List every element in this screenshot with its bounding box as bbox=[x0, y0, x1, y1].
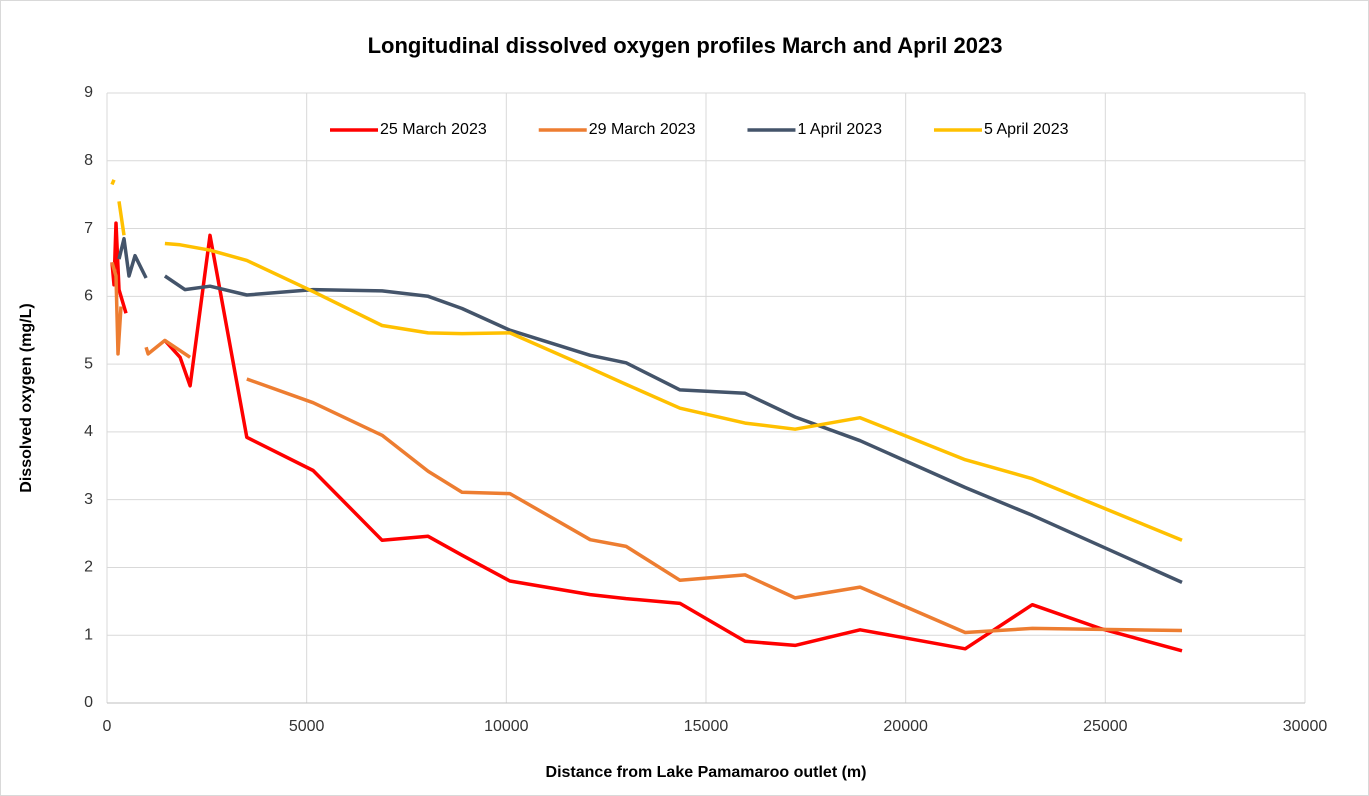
data-line bbox=[110, 221, 1183, 653]
data-line bbox=[110, 179, 1183, 542]
legend-label: 25 March 2023 bbox=[380, 121, 487, 138]
legend-label: 5 April 2023 bbox=[984, 121, 1069, 138]
x-tick-label: 30000 bbox=[1283, 718, 1328, 735]
y-tick-label: 4 bbox=[84, 423, 93, 440]
y-tick-label: 9 bbox=[84, 84, 93, 101]
data-line bbox=[117, 236, 1183, 584]
data-line bbox=[110, 261, 1183, 635]
y-tick-label: 8 bbox=[84, 152, 93, 169]
y-tick-label: 7 bbox=[84, 220, 93, 237]
y-axis-title: Dissolved oxygen (mg/L) bbox=[18, 303, 35, 492]
y-tick-label: 3 bbox=[84, 491, 93, 508]
x-tick-label: 5000 bbox=[289, 718, 325, 735]
x-axis-title: Distance from Lake Pamamaroo outlet (m) bbox=[546, 764, 867, 781]
y-tick-label: 2 bbox=[84, 559, 93, 576]
chart-title: Longitudinal dissolved oxygen profiles M… bbox=[368, 33, 1003, 58]
y-tick-label: 1 bbox=[84, 626, 93, 643]
x-tick-label: 0 bbox=[103, 718, 112, 735]
legend-label: 29 March 2023 bbox=[589, 121, 696, 138]
y-tick-label: 5 bbox=[84, 355, 93, 372]
x-tick-label: 20000 bbox=[883, 718, 928, 735]
y-tick-label: 6 bbox=[84, 288, 93, 305]
x-tick-label: 15000 bbox=[684, 718, 729, 735]
x-tick-label: 10000 bbox=[484, 718, 529, 735]
legend-label: 1 April 2023 bbox=[797, 121, 882, 138]
y-tick-label: 0 bbox=[84, 694, 93, 711]
x-tick-label: 25000 bbox=[1083, 718, 1128, 735]
